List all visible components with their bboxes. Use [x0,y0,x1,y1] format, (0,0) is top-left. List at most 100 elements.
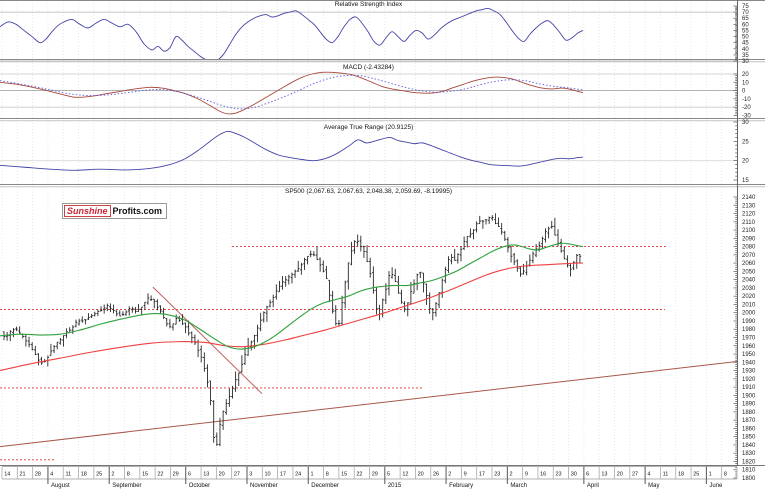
svg-text:1920: 1920 [742,377,756,383]
svg-text:February: February [449,483,473,489]
svg-text:23: 23 [494,472,500,478]
svg-text:10: 10 [265,472,271,478]
svg-text:13: 13 [601,472,607,478]
svg-text:2110: 2110 [742,220,756,226]
svg-text:0: 0 [742,89,746,95]
svg-text:9: 9 [464,472,467,478]
price-panel [0,213,737,461]
svg-text:20: 20 [617,472,623,478]
atr-panel [0,130,584,171]
svg-text:November: November [250,483,278,489]
svg-text:10: 10 [742,80,749,86]
svg-text:1880: 1880 [742,410,756,416]
svg-text:8: 8 [127,472,130,478]
svg-text:5: 5 [387,472,390,478]
svg-text:October: October [189,483,210,489]
svg-text:40: 40 [742,47,749,53]
svg-text:1960: 1960 [742,344,756,350]
svg-text:17: 17 [280,472,286,478]
svg-text:50: 50 [742,35,749,41]
svg-text:2080: 2080 [742,245,756,251]
svg-text:25: 25 [693,472,699,478]
svg-text:25: 25 [96,472,102,478]
svg-text:1: 1 [709,472,712,478]
svg-text:1910: 1910 [742,385,756,391]
svg-text:28: 28 [35,472,41,478]
svg-text:2: 2 [448,472,451,478]
svg-text:21: 21 [20,472,26,478]
svg-text:15: 15 [341,472,347,478]
svg-text:29: 29 [173,472,179,478]
indicator-level-lines [0,11,737,162]
svg-text:2040: 2040 [742,278,756,284]
logo-profits: Profits.com [112,206,163,216]
svg-text:2010: 2010 [742,302,756,308]
svg-text:24: 24 [295,472,301,478]
svg-text:12: 12 [402,472,408,478]
svg-text:30: 30 [742,120,749,126]
svg-text:6: 6 [188,472,191,478]
svg-text:22: 22 [157,472,163,478]
svg-text:18: 18 [678,472,684,478]
svg-text:20: 20 [742,72,749,78]
svg-text:30: 30 [742,59,749,65]
svg-text:20: 20 [742,159,749,165]
svg-text:1870: 1870 [742,418,756,424]
svg-text:11: 11 [65,472,71,478]
svg-text:25: 25 [742,139,749,145]
svg-text:18: 18 [81,472,87,478]
svg-text:30: 30 [571,472,577,478]
svg-text:15: 15 [742,178,749,184]
weekly-gridlines [1,0,738,465]
svg-text:27: 27 [632,472,638,478]
svg-text:2050: 2050 [742,269,756,275]
svg-text:70: 70 [742,10,749,16]
svg-text:March: March [510,483,527,489]
svg-text:1900: 1900 [742,393,756,399]
svg-text:December: December [311,483,339,489]
svg-text:20: 20 [418,472,424,478]
svg-text:1840: 1840 [742,443,756,449]
svg-text:1850: 1850 [742,435,756,441]
svg-text:4: 4 [647,472,650,478]
svg-text:2100: 2100 [742,228,756,234]
svg-text:8: 8 [326,472,329,478]
macd-panel [0,71,584,115]
svg-text:1990: 1990 [742,319,756,325]
svg-text:1980: 1980 [742,327,756,333]
svg-text:9: 9 [525,472,528,478]
svg-text:-30: -30 [742,114,751,120]
svg-text:2: 2 [111,472,114,478]
svg-text:55: 55 [742,28,749,34]
svg-text:2130: 2130 [742,203,756,209]
svg-text:2070: 2070 [742,253,756,259]
svg-text:20: 20 [219,472,225,478]
svg-text:29: 29 [372,472,378,478]
svg-text:1830: 1830 [742,451,756,457]
rsi-panel [0,7,584,59]
svg-text:6: 6 [586,472,589,478]
svg-text:2: 2 [510,472,513,478]
svg-text:1950: 1950 [742,352,756,358]
svg-text:23: 23 [555,472,561,478]
svg-text:2030: 2030 [742,286,756,292]
svg-text:August: August [51,483,70,489]
svg-text:26: 26 [433,472,439,478]
svg-text:15: 15 [142,472,148,478]
svg-text:1810: 1810 [742,468,756,474]
svg-text:65: 65 [742,16,749,22]
svg-text:1800: 1800 [742,476,756,482]
svg-text:60: 60 [742,22,749,28]
svg-text:8: 8 [724,472,727,478]
svg-text:22: 22 [356,472,362,478]
svg-text:17: 17 [479,472,485,478]
right-price-axis: 7570656055504540353020100-10-20-30302520… [733,4,756,482]
panel-borders [0,0,765,466]
sunshine-profits-logo[interactable]: Sunshine Profits.com [62,203,168,219]
svg-text:3: 3 [249,472,252,478]
date-axis: 14 21 28 4 11 18 25 2 8 15 22 29 6 13 20 27 3 10 17 24 1 8 15 2… [1,466,738,489]
svg-text:35: 35 [742,53,749,59]
svg-text:1970: 1970 [742,336,756,342]
svg-text:2120: 2120 [742,212,756,218]
